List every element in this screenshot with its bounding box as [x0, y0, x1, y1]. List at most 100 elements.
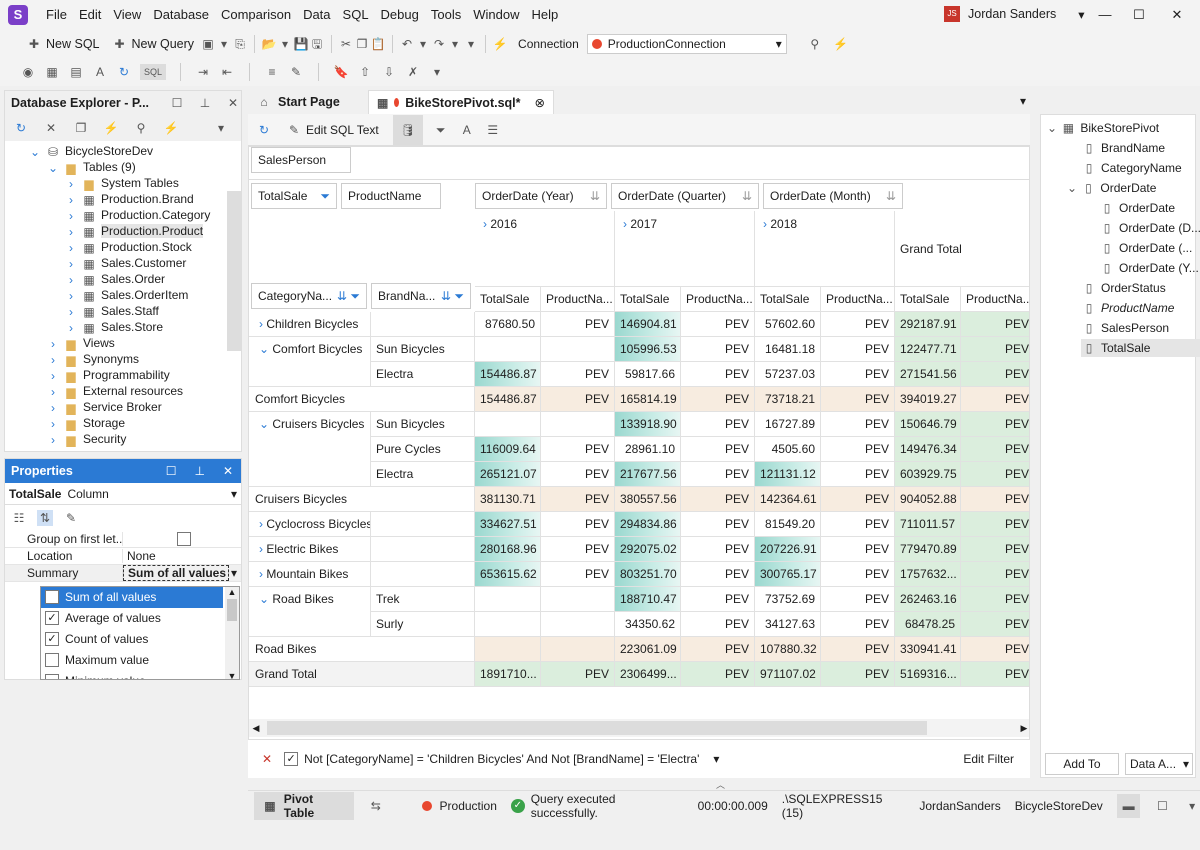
expand-icon[interactable]: ›: [51, 384, 55, 399]
measure-header[interactable]: ProductNa...: [681, 287, 755, 312]
chevron-down-icon[interactable]: ▾: [433, 65, 441, 79]
new-file-icon[interactable]: ⎘: [235, 37, 245, 51]
tab-start-page[interactable]: ⌂ Start Page: [248, 90, 366, 114]
close-icon[interactable]: ✕: [227, 96, 239, 110]
schema-icon[interactable]: ▤: [70, 65, 82, 79]
chevron-down-icon[interactable]: ▾: [217, 121, 225, 135]
row-header-category[interactable]: Grand Total: [249, 662, 475, 687]
tree-folder-item[interactable]: › ▆ Service Broker: [47, 399, 162, 415]
expand-icon[interactable]: ⌄: [1047, 121, 1061, 135]
tree-table-item[interactable]: › ▦ Sales.Customer: [65, 255, 186, 271]
expand-icon[interactable]: ›: [69, 256, 73, 271]
copy-icon[interactable]: ❐: [356, 37, 368, 51]
row-field-button[interactable]: CategoryNa... ⇊ ⏷: [251, 283, 367, 309]
measure-header[interactable]: ProductNa...: [821, 287, 895, 312]
close-button[interactable]: ✕: [1171, 7, 1183, 22]
plug-icon[interactable]: ⚡: [492, 37, 508, 51]
sql-icon[interactable]: SQL: [140, 64, 166, 80]
option-checkbox[interactable]: [45, 653, 59, 667]
expand-icon[interactable]: ›: [69, 208, 73, 223]
summary-option[interactable]: ✓ Count of values: [41, 629, 223, 650]
save-all-icon[interactable]: 🖫: [311, 37, 323, 51]
splitter-handle-icon[interactable]: ︿: [716, 780, 726, 790]
expand-icon[interactable]: ⌄: [259, 417, 273, 431]
undo-icon[interactable]: ↶: [402, 37, 413, 51]
explorer-scrollbar[interactable]: [227, 191, 241, 351]
format-icon[interactable]: ≡: [268, 65, 276, 79]
chevron-down-icon[interactable]: ▾: [713, 752, 720, 766]
field-list-subitem[interactable]: ▯ OrderDate: [1099, 199, 1175, 217]
layout-single-icon[interactable]: ▬: [1116, 793, 1141, 818]
chevron-down-icon[interactable]: ▾: [221, 37, 228, 51]
close-icon[interactable]: ✕: [222, 464, 233, 478]
bookmark-prev-icon[interactable]: ⇧: [359, 65, 371, 79]
row-header-category[interactable]: › Electric Bikes: [249, 537, 371, 562]
expand-icon[interactable]: ›: [69, 288, 73, 303]
horizontal-scrollbar[interactable]: ◀ ▶: [249, 719, 1029, 737]
expand-icon[interactable]: ›: [259, 517, 267, 531]
tree-table-item[interactable]: › ▦ Production.Stock: [65, 239, 192, 255]
close-tab-icon[interactable]: ⊗: [534, 95, 545, 110]
row-header-category[interactable]: ⌄ Comfort Bicycles: [249, 337, 371, 387]
row-field-button[interactable]: BrandNa... ⇊ ⏷: [371, 283, 471, 309]
menu-file[interactable]: File: [46, 7, 67, 22]
delete-icon[interactable]: ✕: [45, 121, 57, 135]
expand-icon[interactable]: ›: [483, 217, 491, 231]
tree-folder-item[interactable]: › ▆ Synonyms: [47, 351, 139, 367]
field-list-item[interactable]: ▯ OrderStatus: [1081, 279, 1166, 297]
object-selector[interactable]: TotalSale Column ▾: [5, 483, 241, 505]
column-field-button[interactable]: OrderDate (Quarter) ⇊: [611, 183, 759, 209]
expand-icon[interactable]: ›: [69, 192, 73, 207]
measure-header[interactable]: TotalSale: [475, 287, 541, 312]
expand-icon[interactable]: ›: [69, 176, 73, 191]
area-select[interactable]: Data A... ▾: [1125, 753, 1193, 775]
row-header-category[interactable]: › Mountain Bikes: [249, 562, 371, 587]
tree-table-item[interactable]: › ▦ Sales.Order: [65, 271, 165, 287]
option-checkbox[interactable]: ✓: [45, 632, 59, 646]
chevron-down-icon[interactable]: ▾: [282, 37, 289, 51]
format-icon[interactable]: A: [462, 122, 471, 137]
float-icon[interactable]: ☐: [165, 464, 177, 478]
expand-icon[interactable]: ›: [51, 336, 55, 351]
tree-folder-item[interactable]: › ▆ Storage: [47, 415, 125, 431]
pin-icon[interactable]: ⊥: [199, 96, 211, 110]
chevron-down-icon[interactable]: ▾: [1019, 94, 1026, 108]
pivot-table-view-button[interactable]: ▦ Pivot Table: [254, 791, 354, 820]
refresh-icon[interactable]: ↻: [118, 65, 130, 79]
expand-icon[interactable]: ›: [69, 304, 73, 319]
tree-folder-item[interactable]: › ▆ Views: [47, 335, 115, 351]
tree-table-item[interactable]: › ▦ Production.Product: [65, 223, 204, 239]
field-list-root[interactable]: ⌄ ▦ BikeStorePivot: [1047, 119, 1159, 137]
data-field-productname[interactable]: ProductName: [341, 183, 441, 209]
year-header[interactable]: › 2018: [755, 211, 895, 287]
field-list-subitem[interactable]: ▯ OrderDate (D...: [1099, 219, 1200, 237]
filter-icon[interactable]: ⏷: [435, 122, 446, 137]
field-list-item[interactable]: ▯ CategoryName: [1081, 159, 1182, 177]
expand-icon[interactable]: ›: [51, 432, 55, 447]
row-header-category[interactable]: Comfort Bicycles: [249, 387, 475, 412]
minimize-button[interactable]: —: [1098, 7, 1112, 22]
expand-icon[interactable]: ⌄: [47, 160, 59, 175]
filter-area-field[interactable]: SalesPerson: [251, 147, 351, 173]
tree-folder-item[interactable]: › ▆ Security: [47, 431, 126, 447]
summary-option[interactable]: ✓ Sum of all values: [41, 587, 223, 608]
property-row[interactable]: Location None: [5, 548, 241, 565]
row-header-category[interactable]: › Cyclocross Bicycles: [249, 512, 371, 537]
chevron-down-icon[interactable]: ▾: [1078, 7, 1085, 22]
tree-database[interactable]: ⌄ ⛁ BicycleStoreDev: [29, 143, 153, 159]
comment-icon[interactable]: ✎: [290, 65, 302, 79]
chevron-down-icon[interactable]: ▾: [452, 37, 459, 51]
option-checkbox[interactable]: ✓: [45, 611, 59, 625]
expand-icon[interactable]: ›: [69, 240, 73, 255]
summary-option[interactable]: Minimum value: [41, 671, 223, 679]
option-checkbox[interactable]: ✓: [45, 590, 59, 604]
column-field-button[interactable]: OrderDate (Year) ⇊: [475, 183, 607, 209]
maximize-button[interactable]: ☐: [1133, 7, 1145, 22]
dropdown-scrollbar[interactable]: ▲ ▼: [225, 587, 239, 679]
save-icon[interactable]: 💾: [293, 37, 309, 51]
property-row[interactable]: Group on first let...: [5, 531, 241, 548]
expand-icon[interactable]: ›: [69, 272, 73, 287]
tree-table-item[interactable]: › ▦ Production.Category: [65, 207, 210, 223]
menu-comparison[interactable]: Comparison: [220, 7, 292, 22]
chevron-down-icon[interactable]: ▾: [230, 566, 237, 580]
